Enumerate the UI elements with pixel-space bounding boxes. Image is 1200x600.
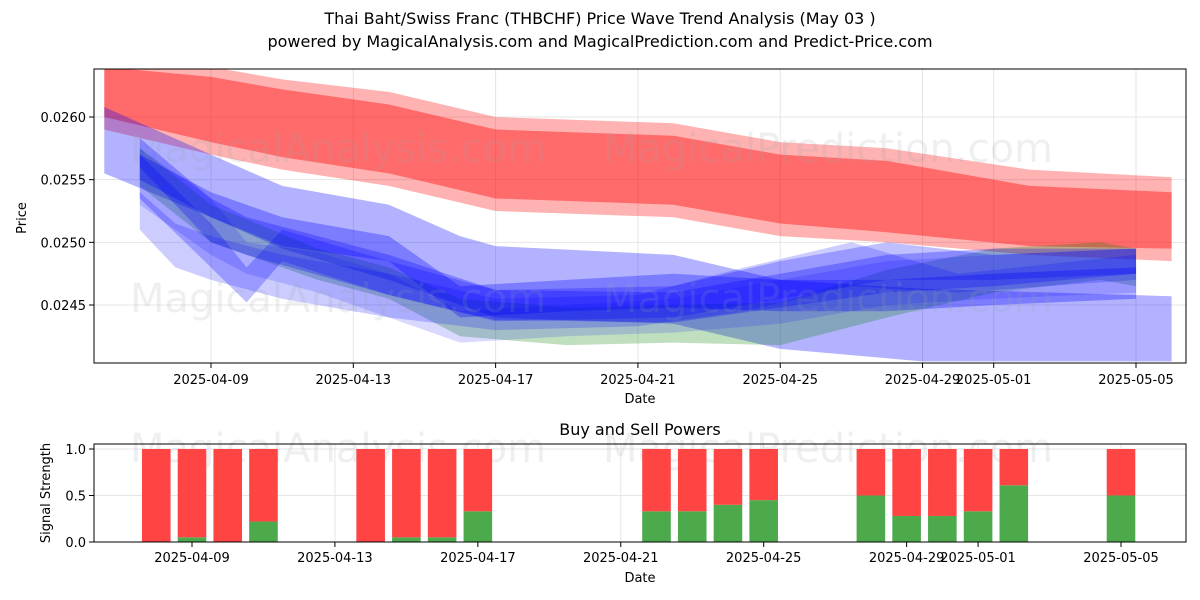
price-x-tick-label: 2025-04-25 bbox=[742, 373, 818, 388]
powers-x-tick-label: 2025-05-01 bbox=[940, 551, 1016, 566]
sell-bar bbox=[356, 449, 385, 542]
powers-x-tick-label: 2025-04-29 bbox=[869, 551, 945, 566]
sell-bar bbox=[856, 449, 886, 496]
chart-title: Thai Baht/Swiss Franc (THBCHF) Price Wav… bbox=[324, 9, 876, 28]
sell-bar bbox=[392, 449, 421, 538]
buy-bar bbox=[677, 511, 707, 542]
sell-bar bbox=[463, 449, 493, 512]
price-band-blue bbox=[139, 192, 1137, 331]
powers-x-axis-label: Date bbox=[624, 571, 655, 586]
price-watermarks: MagicalAnalysis.com MagicalPrediction.com… bbox=[130, 126, 1053, 322]
powers-y-tick-label: 0.5 bbox=[65, 490, 86, 505]
sell-bar bbox=[928, 449, 957, 516]
price-y-tick-label: 0.0255 bbox=[41, 174, 87, 189]
powers-x-tick-label: 2025-05-05 bbox=[1083, 551, 1159, 566]
price-grid bbox=[94, 69, 1186, 363]
sell-bar bbox=[749, 449, 778, 501]
powers-y-tick-label: 1.0 bbox=[65, 443, 86, 458]
powers-chart-title: Buy and Sell Powers bbox=[559, 420, 721, 439]
buy-bar bbox=[177, 537, 207, 542]
powers-y-axis-label: Signal Strength bbox=[39, 443, 54, 543]
price-y-tick-label: 0.0250 bbox=[41, 236, 87, 251]
price-watermark: MagicalPrediction.com bbox=[603, 126, 1053, 172]
sell-bar bbox=[963, 449, 993, 512]
sell-bar bbox=[427, 449, 457, 538]
powers-x-tick-label: 2025-04-13 bbox=[297, 551, 373, 566]
price-band-blue bbox=[139, 148, 1137, 343]
price-x-tick-label: 2025-04-29 bbox=[885, 373, 961, 388]
sell-bar bbox=[642, 449, 671, 512]
buy-bar bbox=[892, 515, 921, 542]
price-watermark: MagicalPrediction.com bbox=[603, 276, 1053, 322]
price-y-axis-label: Price bbox=[15, 202, 30, 234]
price-axis-ticks: 2025-04-09 2025-04-13 2025-04-17 2025-04-21… bbox=[41, 111, 1174, 388]
buy-bar bbox=[642, 511, 671, 542]
sell-bar bbox=[213, 449, 243, 542]
powers-axis-ticks: 2025-04-09 2025-04-13 2025-04-17 2025-04-21… bbox=[65, 443, 1158, 566]
price-x-tick-label: 2025-05-01 bbox=[956, 373, 1032, 388]
price-band-blue bbox=[104, 107, 1172, 362]
buy-bar bbox=[463, 511, 493, 542]
sell-bar bbox=[249, 449, 278, 522]
price-watermark: MagicalAnalysis.com bbox=[130, 276, 546, 322]
powers-bars bbox=[141, 449, 1136, 542]
powers-y-tick-label: 0.0 bbox=[65, 536, 86, 551]
buy-bar bbox=[999, 485, 1029, 542]
price-watermark: MagicalAnalysis.com bbox=[130, 126, 546, 172]
buy-bar bbox=[856, 495, 886, 542]
price-x-tick-label: 2025-04-09 bbox=[173, 373, 249, 388]
buy-bar bbox=[249, 521, 278, 542]
price-band-red bbox=[104, 69, 1172, 249]
buy-bar bbox=[928, 515, 957, 542]
powers-x-tick-label: 2025-04-17 bbox=[440, 551, 516, 566]
buy-bar bbox=[392, 537, 421, 542]
price-y-tick-label: 0.0245 bbox=[41, 299, 87, 314]
price-band-blue bbox=[139, 138, 1137, 323]
buy-bar bbox=[1106, 495, 1136, 542]
sell-bar bbox=[999, 449, 1029, 486]
powers-x-tick-label: 2025-04-09 bbox=[154, 551, 230, 566]
price-y-tick-label: 0.0260 bbox=[41, 111, 87, 126]
price-band-red bbox=[104, 69, 1172, 262]
sell-bar bbox=[141, 449, 171, 542]
price-band-green bbox=[139, 148, 1137, 346]
sell-bar bbox=[677, 449, 707, 512]
buy-bar bbox=[427, 537, 457, 542]
price-x-axis-label: Date bbox=[624, 392, 655, 407]
sell-bar bbox=[177, 449, 207, 538]
buy-bar bbox=[749, 500, 778, 542]
powers-x-tick-label: 2025-04-25 bbox=[726, 551, 802, 566]
sell-bar bbox=[1106, 449, 1136, 496]
price-band-blue bbox=[139, 154, 1137, 322]
price-x-tick-label: 2025-04-13 bbox=[316, 373, 392, 388]
price-x-tick-label: 2025-04-21 bbox=[600, 373, 676, 388]
buy-bar bbox=[713, 504, 743, 542]
sell-bar bbox=[892, 449, 921, 516]
price-plot-frame bbox=[93, 68, 1187, 364]
sell-bar bbox=[713, 449, 743, 505]
powers-plot-frame bbox=[93, 443, 1187, 543]
price-bands bbox=[104, 69, 1172, 362]
buy-bar bbox=[963, 511, 993, 542]
price-x-tick-label: 2025-05-05 bbox=[1098, 373, 1174, 388]
price-x-tick-label: 2025-04-17 bbox=[458, 373, 534, 388]
chart-subtitle: powered by MagicalAnalysis.com and Magic… bbox=[267, 32, 933, 51]
price-band-blue bbox=[139, 154, 1137, 318]
powers-x-tick-label: 2025-04-21 bbox=[583, 551, 659, 566]
